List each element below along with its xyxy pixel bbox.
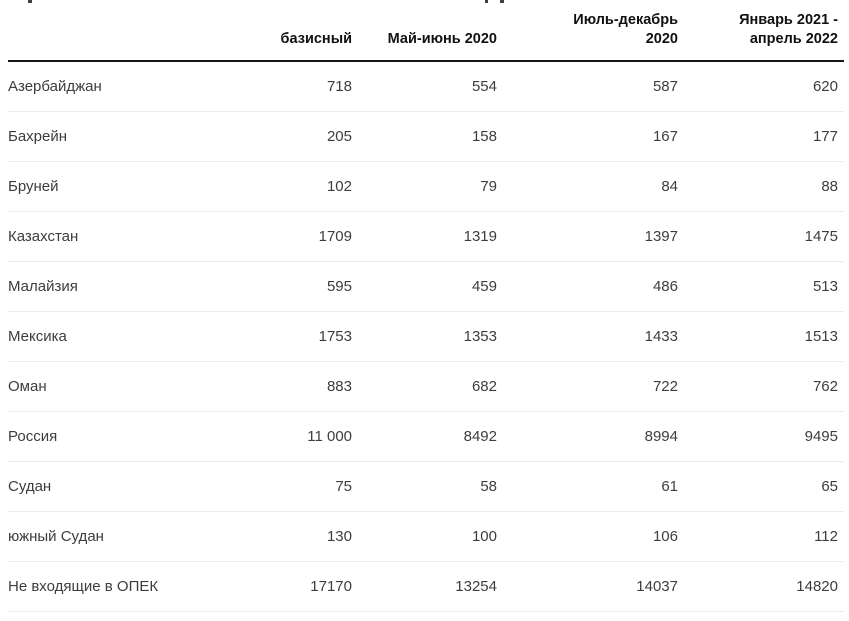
row-label: южный Судан — [8, 511, 202, 562]
cell-value: 718 — [202, 61, 352, 112]
table-row: Россия 11 000 8492 8994 9495 — [8, 411, 844, 462]
cell-value: 722 — [497, 361, 678, 412]
cell-value: 587 — [497, 61, 678, 112]
row-label: Казахстан — [8, 211, 202, 262]
row-label: Россия — [8, 411, 202, 462]
cell-value: 102 — [202, 161, 352, 212]
cell-value: 17170 — [202, 561, 352, 612]
table-row: Бахрейн 205 158 167 177 — [8, 111, 844, 162]
table-row: Казахстан 1709 1319 1397 1475 — [8, 211, 844, 262]
cell-value: 8994 — [497, 411, 678, 462]
cell-value: 513 — [678, 261, 844, 312]
cell-value: 8492 — [352, 411, 497, 462]
column-header-country — [8, 0, 202, 61]
cell-value: 106 — [497, 511, 678, 562]
cell-value: 595 — [202, 261, 352, 312]
table-row: Мексика 1753 1353 1433 1513 — [8, 311, 844, 362]
cell-value: 459 — [352, 261, 497, 312]
table-row: южный Судан 130 100 106 112 — [8, 511, 844, 562]
cell-value: 682 — [352, 361, 497, 412]
cell-value: 112 — [678, 511, 844, 562]
column-header-january-2021-april-2022: Январь 2021 - апрель 2022 — [739, 12, 838, 47]
row-label: Мексика — [8, 311, 202, 362]
cell-value: 1433 — [497, 311, 678, 362]
cell-value: 65 — [678, 461, 844, 512]
table-row: Азербайджан 718 554 587 620 — [8, 61, 844, 112]
row-label: Оман — [8, 361, 202, 412]
table-header: базисный Май-июнь 2020 Июль-декабрь 2020… — [8, 0, 844, 61]
cell-value: 158 — [352, 111, 497, 162]
table-row: Не входящие в ОПЕК 17170 13254 14037 14820 — [8, 561, 844, 612]
table-row: Малайзия 595 459 486 513 — [8, 261, 844, 312]
production-quota-table: базисный Май-июнь 2020 Июль-декабрь 2020… — [8, 0, 844, 612]
table-body: Азербайджан 718 554 587 620 Бахрейн 205 158 167 1… — [8, 61, 844, 612]
cell-value: 58 — [352, 461, 497, 512]
cell-value: 1513 — [678, 311, 844, 362]
cell-value: 1709 — [202, 211, 352, 262]
column-header-july-december-2020: Июль-декабрь 2020 — [573, 12, 678, 47]
cropped-title-fragment — [28, 0, 32, 3]
cell-value: 1475 — [678, 211, 844, 262]
cropped-title-fragment — [485, 0, 488, 3]
row-label: Бахрейн — [8, 111, 202, 162]
cell-value: 9495 — [678, 411, 844, 462]
cell-value: 14820 — [678, 561, 844, 612]
cell-value: 1753 — [202, 311, 352, 362]
cell-value: 762 — [678, 361, 844, 412]
row-label: Судан — [8, 461, 202, 512]
cell-value: 1319 — [352, 211, 497, 262]
table-row: Бруней 102 79 84 88 — [8, 161, 844, 212]
cell-value: 1397 — [497, 211, 678, 262]
row-label: Малайзия — [8, 261, 202, 312]
row-label: Азербайджан — [8, 61, 202, 112]
table-row: Оман 883 682 722 762 — [8, 361, 844, 412]
cell-value: 88 — [678, 161, 844, 212]
cell-value: 554 — [352, 61, 497, 112]
cell-value: 14037 — [497, 561, 678, 612]
cell-value: 486 — [497, 261, 678, 312]
cropped-title-fragment — [500, 0, 504, 3]
cell-value: 61 — [497, 461, 678, 512]
cell-value: 13254 — [352, 561, 497, 612]
cell-value: 130 — [202, 511, 352, 562]
cell-value: 620 — [678, 61, 844, 112]
cell-value: 167 — [497, 111, 678, 162]
cell-value: 11 000 — [202, 411, 352, 462]
column-header-may-june-2020: Май-июнь 2020 — [387, 31, 497, 47]
cell-value: 100 — [352, 511, 497, 562]
row-label: Не входящие в ОПЕК — [8, 561, 202, 612]
cell-value: 75 — [202, 461, 352, 512]
cell-value: 84 — [497, 161, 678, 212]
table-header-row: базисный Май-июнь 2020 Июль-декабрь 2020… — [8, 0, 844, 61]
cell-value: 79 — [352, 161, 497, 212]
column-header-baseline: базисный — [280, 31, 352, 47]
cell-value: 883 — [202, 361, 352, 412]
cell-value: 1353 — [352, 311, 497, 362]
cell-value: 177 — [678, 111, 844, 162]
cell-value: 205 — [202, 111, 352, 162]
row-label: Бруней — [8, 161, 202, 212]
table-row: Судан 75 58 61 65 — [8, 461, 844, 512]
